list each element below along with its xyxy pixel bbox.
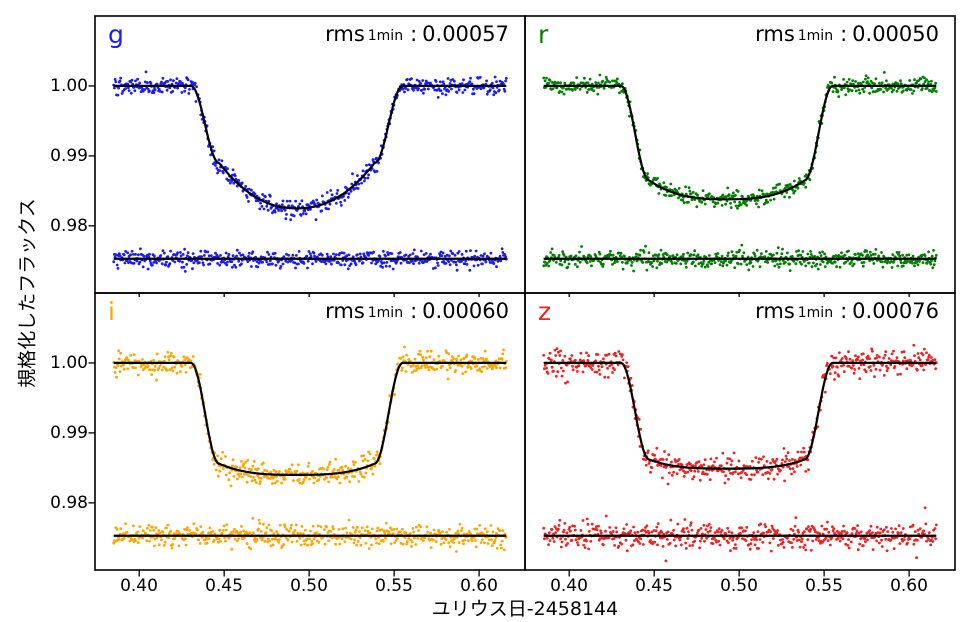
rms-separator: : [840,299,848,323]
rms-annotation-z: rms 1min:0.00076 [755,299,939,323]
rms-annotation-r: rms 1min:0.00050 [755,22,939,46]
transit-model-line [543,361,937,470]
y-tick-label: 0.99 [50,146,88,166]
rms-separator: : [840,22,848,46]
transit-model-line [543,84,937,201]
x-tick-label: 0.45 [205,576,243,596]
x-tick-label: 0.55 [375,576,413,596]
panel-i [112,345,508,553]
rms-annotation-i: rms 1min:0.00060 [325,299,509,323]
rms-value: 0.00050 [852,22,939,46]
panel-g [112,70,508,273]
band-label-r: r [538,20,549,49]
panel-r [542,71,938,273]
x-axis-label: ユリウス日-2458144 [431,598,619,620]
band-label-i: i [108,297,115,326]
y-tick-label: 1.00 [50,76,88,96]
band-label-g: g [108,20,124,49]
x-tick-label: 0.60 [460,576,498,596]
y-tick-label: 0.98 [50,216,88,236]
x-tick-label: 0.45 [635,576,673,596]
rms-prefix: rms [325,299,365,323]
rms-separator: : [410,22,418,46]
y-axis-label: 規格化したフラックス [16,198,39,388]
x-tick-label: 0.40 [550,576,588,596]
rms-subscript: 1min [367,28,404,44]
rms-prefix: rms [755,299,795,323]
rms-annotation-g: rms 1min:0.00057 [325,22,509,46]
rms-value: 0.00076 [852,299,939,323]
x-tick-label: 0.55 [805,576,843,596]
rms-prefix: rms [755,22,795,46]
y-tick-label: 0.99 [50,423,88,443]
rms-subscript: 1min [367,305,404,321]
transit-model-line [113,361,507,476]
y-tick-label: 1.00 [50,353,88,373]
y-tick-label: 0.98 [50,493,88,513]
rms-subscript: 1min [797,305,834,321]
rms-separator: : [410,299,418,323]
x-tick-label: 0.60 [890,576,928,596]
x-tick-label: 0.50 [290,576,328,596]
rms-value: 0.00060 [422,299,509,323]
rms-value: 0.00057 [422,22,509,46]
x-tick-label: 0.50 [720,576,758,596]
x-tick-label: 0.40 [120,576,158,596]
rms-prefix: rms [325,22,365,46]
panel-z [542,343,938,563]
rms-subscript: 1min [797,28,834,44]
panel-border [94,292,526,571]
transit-model-line [113,84,507,210]
panel-border [524,292,956,571]
band-label-z: z [538,297,552,326]
